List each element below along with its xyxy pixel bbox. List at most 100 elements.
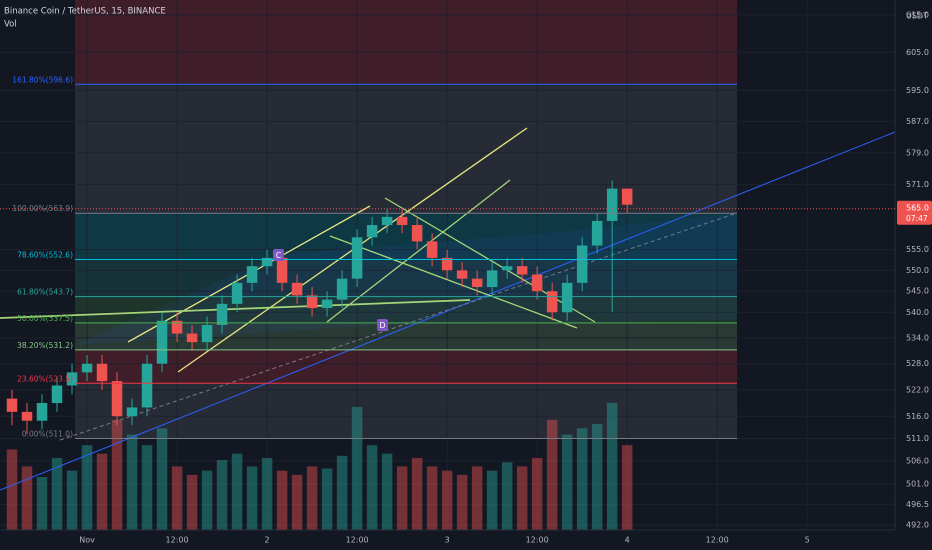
candle-body [36, 403, 48, 421]
fib-label: 78.60%(552.6) [17, 251, 73, 260]
volume-bar [21, 466, 33, 530]
candle-body [156, 320, 168, 364]
axis-labels: 615.0 605.0 595.0 587.0 579.0 571.0 555.0 550.0… [79, 10, 929, 544]
y-tick-label: 506.0 [906, 457, 929, 466]
fib-levels: 161.80%(596.6)100.00%(563.9)78.60%(552.6… [12, 75, 737, 440]
point-marker [377, 319, 388, 331]
volume-bar [186, 474, 198, 530]
candle-body [171, 320, 183, 334]
candle-body [621, 188, 633, 205]
volume-bar [501, 462, 513, 530]
y-tick-label: 496.5 [906, 500, 929, 509]
candle-body [351, 237, 363, 279]
point-marker [273, 249, 284, 261]
volume-bar [276, 470, 288, 530]
volume-bar [576, 428, 588, 530]
volume-bar [36, 477, 48, 530]
y-tick-label: 587.0 [906, 117, 929, 126]
candle-body [336, 278, 348, 300]
y-tick-label: 579.0 [906, 148, 929, 157]
volume-bar [441, 470, 453, 530]
candle-body [606, 188, 618, 221]
candles [6, 180, 633, 435]
y-tick-label: 492.0 [906, 521, 929, 530]
candle-body [66, 372, 78, 386]
volume-bar [156, 428, 168, 530]
volume-bar [126, 434, 138, 530]
volume-bar [456, 474, 468, 530]
candle-body [291, 282, 303, 296]
y-tick-label: 501.0 [906, 479, 929, 488]
volume-bar [411, 457, 423, 530]
volume-bar [231, 453, 243, 530]
candle-body [426, 241, 438, 258]
y-tick-label: 528.0 [906, 359, 929, 368]
fib-label: 0.00%(511.0) [22, 430, 73, 439]
candle-body [486, 270, 498, 288]
fib-zone [75, 259, 737, 297]
y-tick-label: 615.0 [906, 10, 929, 19]
candle-body [456, 270, 468, 279]
volume-bar [561, 434, 573, 530]
trend-line [326, 179, 511, 323]
volume [6, 402, 633, 530]
volume-bar [351, 407, 363, 530]
fib-label: 38.20%(531.2) [17, 341, 73, 350]
volume-bar [81, 445, 93, 530]
x-tick-label: 3 [445, 536, 450, 545]
candle-body [366, 225, 378, 238]
volume-bar [396, 466, 408, 530]
candle-body [381, 216, 393, 226]
volume-bar [426, 466, 438, 530]
chart-title: Binance Coin / TetherUS, 15, BINANCE [4, 7, 166, 17]
candle-body [396, 216, 408, 226]
y-tick-label: 522.0 [906, 385, 929, 394]
candle-body [546, 291, 558, 313]
point-label: D [379, 321, 385, 330]
price-axis [895, 0, 932, 550]
volume-bar [471, 466, 483, 530]
fib-label: 161.80%(596.6) [12, 75, 73, 84]
candle-body [561, 282, 573, 313]
volume-bar [306, 466, 318, 530]
trend-line [0, 299, 471, 319]
volume-bar [321, 468, 333, 530]
fib-label: 23.60%(523.5) [17, 374, 73, 383]
y-tick-label: 550.0 [906, 266, 929, 275]
x-tick-label: Nov [79, 536, 95, 545]
volume-bar [381, 453, 393, 530]
volume-bar [96, 453, 108, 530]
y-tick-label: 534.0 [906, 333, 929, 342]
candle-body [501, 266, 513, 271]
fib-label: 61.80%(543.7) [17, 288, 73, 297]
volume-bar [516, 466, 528, 530]
price-badge [897, 200, 932, 225]
candle-body [216, 303, 228, 326]
volume-bar [486, 470, 498, 530]
y-tick-label: 571.0 [906, 180, 929, 189]
x-tick-label: 4 [625, 536, 630, 545]
volume-label: Vol [4, 20, 17, 30]
candle-body [21, 411, 33, 421]
fib-label: 50.00%(537.5) [17, 314, 73, 323]
candle-body [6, 398, 18, 412]
volume-bar [336, 455, 348, 530]
fib-zone [75, 349, 737, 384]
y-tick-label: 545.0 [906, 287, 929, 296]
volume-bar [246, 466, 258, 530]
candle-body [531, 274, 543, 292]
volume-bar [291, 474, 303, 530]
x-tick-label: 12:00 [166, 536, 189, 545]
candle-body [51, 385, 63, 404]
x-tick-label: 12:00 [706, 536, 729, 545]
volume-bar [591, 424, 603, 530]
volume-bar [531, 457, 543, 530]
candle-body [516, 266, 528, 275]
volume-bar [111, 419, 123, 530]
candle-body [231, 282, 243, 304]
volume-bar [606, 402, 618, 530]
volume-bar [261, 457, 273, 530]
candle-body [411, 225, 423, 242]
candle-body [186, 333, 198, 343]
